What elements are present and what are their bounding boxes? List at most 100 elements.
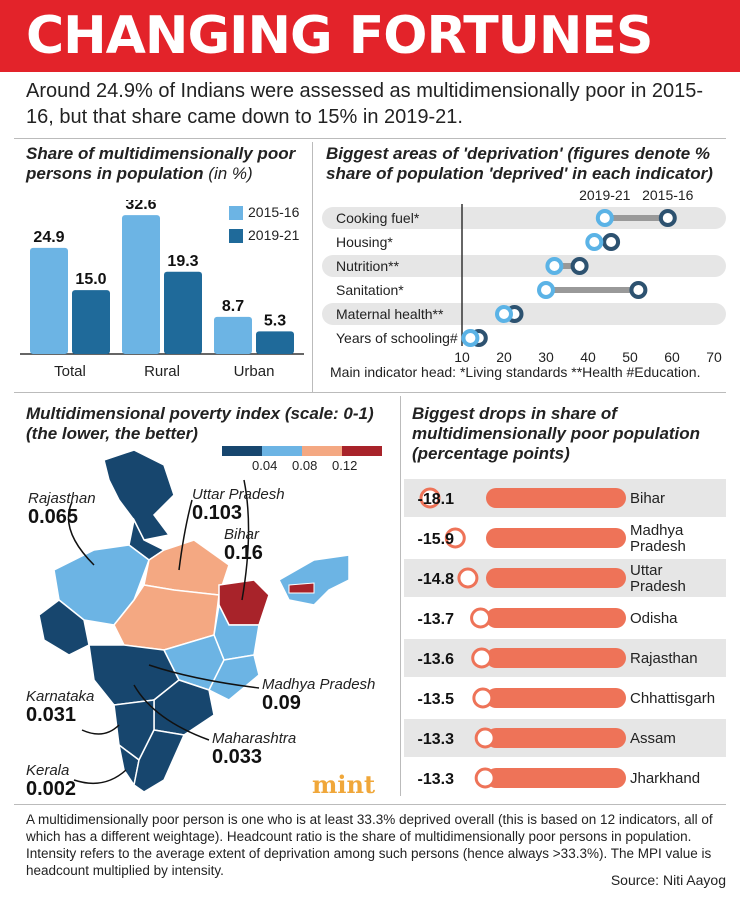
map-label-karnataka: Karnataka [26,688,95,705]
bar-label-total-2019-21: 15.0 [75,271,106,288]
map-color-scale [222,446,382,456]
map-label-bihar: Bihar [224,526,260,543]
source-credit: Source: Niti Aayog [610,872,726,888]
divider-bottom [14,804,726,805]
map-value-madhya-pradesh: 0.09 [262,692,301,714]
x-tick-30: 30 [538,349,554,365]
indicator-label-5: Years of schooling# [336,330,458,346]
drop-state-label-1-0: Madhya [630,522,684,539]
map-value-bihar: 0.16 [224,542,263,564]
series-label-2015: 2015-16 [642,187,694,203]
maharashtra-pointer [133,684,210,741]
drop-bar-track-6 [486,728,626,748]
drop-state-label-4-0: Rajasthan [630,650,698,667]
scale-label-1: 0.04 [252,458,278,473]
drop-value-2: -14.8 [418,571,455,588]
map-label-kerala: Kerala [26,762,70,779]
dot-2015-0 [658,209,677,227]
bar-label-urban-2015-16: 8.7 [222,298,244,315]
madhya-pradesh-pointer [148,664,260,689]
category-label-total: Total [54,363,86,380]
drop-state-label-7-0: Jharkhand [630,770,700,787]
map-value-uttar-pradesh: 0.103 [192,502,243,524]
row-band-2 [322,255,726,277]
scale-swatch-1 [222,446,262,456]
bar-total-2019-21 [72,290,110,354]
bar-label-urban-2019-21: 5.3 [264,312,286,329]
uttar-pradesh-pointer [178,499,193,571]
divider-middle [14,392,726,393]
divider-top [14,138,726,139]
dot-2019-2 [545,257,564,275]
legend-label-2015: 2015-16 [248,204,300,220]
x-tick-10: 10 [454,349,470,365]
drop-value-5: -13.5 [418,691,455,708]
dot-2015-1 [602,233,621,251]
intro-text: Around 24.9% of Indians were assessed as… [26,80,704,128]
headcount-title-text: Share of multidimensionally poor persons… [26,144,296,183]
title-banner: CHANGING FORTUNES [0,0,740,72]
map-value-kerala: 0.002 [26,778,77,800]
indicator-label-0: Cooking fuel* [336,210,420,226]
rajasthan-pointer [67,501,95,566]
x-tick-20: 20 [496,349,512,365]
drop-bar-track-7 [486,768,626,788]
dot-2019-1 [585,233,604,251]
deprivation-dot-chart: 2019-21 2015-16 Cooking fuel* Housing* Nutri… [322,187,726,365]
dot-2015-3 [629,281,648,299]
map-region-north [103,449,175,561]
drop-value-7: -13.3 [418,771,455,788]
bar-label-rural-2019-21: 19.3 [167,253,198,270]
drop-marker-5 [472,687,494,709]
dot-2015-2 [570,257,589,275]
kerala-pointer [73,769,127,785]
headcount-chart-title: Share of multidimensionally poor persons… [26,144,306,184]
page-title: CHANGING FORTUNES [26,6,653,66]
drop-state-label-2-1: Pradesh [630,578,686,595]
indicator-label-1: Housing* [336,234,393,250]
bar-urban-2015-16 [214,316,252,354]
legend-swatch-2019 [229,229,243,243]
drop-state-label-2-0: Uttar [630,562,663,579]
drop-bar-track-1 [486,528,626,548]
x-tick-50: 50 [622,349,638,365]
meghalaya-assam-region [288,582,315,594]
map-value-karnataka: 0.031 [26,704,77,726]
drop-value-4: -13.6 [418,651,455,668]
map-label-uttar-pradesh: Uttar Pradesh [192,486,285,503]
drop-value-0: -18.1 [418,491,455,508]
indicator-label-4: Maternal health** [336,306,444,322]
indicator-label-2: Nutrition** [336,258,400,274]
india-map [38,449,350,793]
bar-rural-2015-16 [122,215,160,354]
dot-2019-5 [461,329,480,347]
scale-swatch-2 [262,446,302,456]
category-label-urban: Urban [234,363,275,380]
x-tick-70: 70 [706,349,722,365]
map-label-maharashtra: Maharashtra [212,730,297,747]
tamil-nadu-region [133,729,186,793]
legend-swatch-2015 [229,206,243,220]
drop-marker-2 [457,567,479,589]
map-label-madhya-pradesh: Madhya Pradesh [262,676,376,693]
dot-2019-3 [537,281,555,299]
deprivation-chart-title: Biggest areas of 'deprivation' (figures … [326,144,713,183]
drop-bar-track-3 [486,608,626,628]
x-tick-40: 40 [580,349,596,365]
drop-value-3: -13.7 [418,611,455,628]
map-title: Multidimensional poverty index (scale: 0… [26,404,374,443]
scale-swatch-4 [342,446,382,456]
headcount-title-unit: (in %) [208,164,253,183]
drop-value-6: -13.3 [418,731,455,748]
mint-logo: mint [312,770,376,799]
drop-bar-track-5 [486,688,626,708]
indicator-label-3: Sanitation* [336,282,404,298]
drop-marker-0 [419,487,441,509]
drop-marker-4 [471,647,493,669]
x-tick-60: 60 [664,349,680,365]
map-label-rajasthan: Rajasthan [28,490,96,507]
row-band-0 [322,207,726,229]
karnataka-pointer [81,724,120,735]
drop-marker-6 [474,727,496,749]
drop-bar-track-0 [486,488,626,508]
